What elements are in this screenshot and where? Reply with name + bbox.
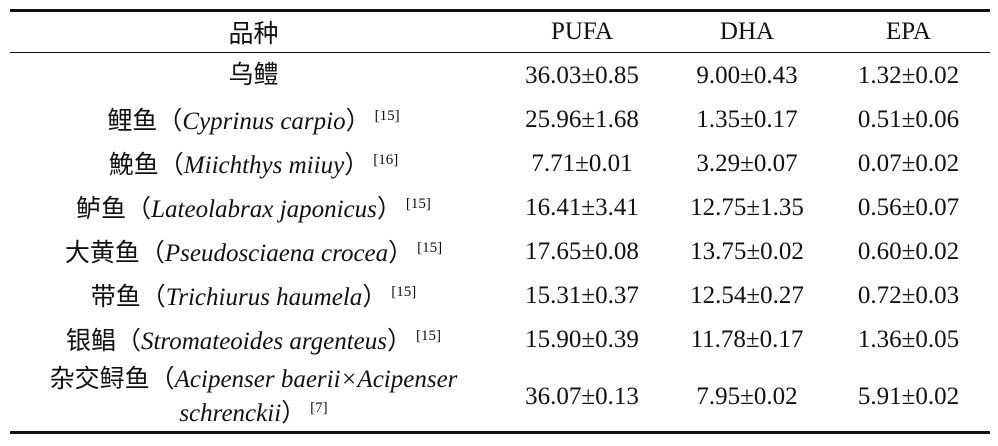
species-cell: 乌鳢 bbox=[10, 53, 497, 98]
species-cell: 鮸鱼（Miichthys miiuy） [16] bbox=[10, 141, 497, 185]
species-cell: 带鱼（Trichiurus haumela） [15] bbox=[10, 273, 497, 317]
value-cell: 12.75±1.35 bbox=[690, 193, 804, 221]
value-cell: 7.71±0.01 bbox=[531, 149, 633, 177]
header-cell: EPA bbox=[827, 10, 990, 53]
reference: [15] bbox=[417, 240, 443, 256]
paren: ） bbox=[345, 108, 371, 135]
reference: [16] bbox=[373, 152, 399, 168]
species-cell: 银鲳（Stromateoides argenteus） [15] bbox=[10, 317, 497, 361]
paren: ） bbox=[281, 399, 307, 427]
value-cell: 17.65±0.08 bbox=[525, 237, 639, 265]
species-name: 鲈鱼（ bbox=[76, 196, 152, 223]
value-cell: 15.90±0.39 bbox=[525, 325, 639, 353]
paren: ） bbox=[362, 284, 388, 311]
latin-name: Miichthys miiuy bbox=[183, 152, 345, 179]
latin-name: Trichiurus haumela bbox=[165, 284, 363, 311]
table-row: 鲤鱼（Cyprinus carpio） [15] 25.96±1.68 1.35±0.… bbox=[10, 97, 990, 141]
header-cell: 品种 bbox=[10, 10, 497, 53]
value-cell: 3.29±0.07 bbox=[696, 149, 798, 177]
value-cell: 16.41±3.41 bbox=[525, 193, 639, 221]
table-row: 大黄鱼（Pseudosciaena crocea） [15] 17.65±0.08 1… bbox=[10, 229, 990, 273]
reference: [15] bbox=[416, 328, 442, 344]
species-name: 带鱼（ bbox=[90, 284, 166, 311]
data-table: 品种 PUFA DHA EPA 乌鳢 36.03±0.85 9.00±0.43 1.32±0… bbox=[10, 9, 990, 434]
species-cell: 杂交鲟鱼（Acipenser baerii×Acipenser schrenck… bbox=[10, 361, 497, 433]
paren: ） bbox=[387, 328, 413, 355]
value-cell: 1.32±0.02 bbox=[857, 61, 960, 89]
value-cell: 0.51±0.06 bbox=[857, 105, 960, 133]
table-row: 鲈鱼（Lateolabrax japonicus） [15] 16.41±3.41 1… bbox=[10, 185, 990, 229]
value-cell: 0.56±0.07 bbox=[857, 193, 960, 221]
value-cell: 1.36±0.05 bbox=[857, 325, 960, 353]
latin-name: Pseudosciaena crocea bbox=[164, 240, 389, 267]
header-cell: PUFA bbox=[497, 10, 667, 53]
value-cell: 11.78±0.17 bbox=[690, 325, 804, 353]
reference: [15] bbox=[405, 196, 431, 212]
header-row: 品种 PUFA DHA EPA bbox=[10, 10, 990, 53]
reference: [15] bbox=[374, 108, 400, 124]
species-name: 银鲳（ bbox=[65, 328, 141, 355]
header-cell: DHA bbox=[667, 10, 827, 53]
species-cell: 鲤鱼（Cyprinus carpio） [15] bbox=[10, 97, 497, 141]
value-cell: 0.72±0.03 bbox=[857, 281, 960, 309]
paren: ） bbox=[388, 240, 414, 267]
reference: [7] bbox=[310, 399, 328, 416]
paren: ） bbox=[344, 152, 370, 179]
species-name: 鮸鱼（ bbox=[108, 152, 184, 179]
value-cell: 5.91±0.02 bbox=[857, 382, 960, 410]
latin-name: Stromateoides argenteus bbox=[140, 328, 388, 355]
latin-name: Lateolabrax japonicus bbox=[151, 196, 377, 223]
species-name: 杂交鲟鱼（ bbox=[49, 365, 175, 393]
value-cell: 0.07±0.02 bbox=[857, 149, 960, 177]
latin-name: Acipenser baerii×Acipenser schrenckii bbox=[174, 365, 458, 427]
value-cell: 12.54±0.27 bbox=[690, 281, 804, 309]
species-cell: 鲈鱼（Lateolabrax japonicus） [15] bbox=[10, 185, 497, 229]
value-cell: 13.75±0.02 bbox=[690, 237, 804, 265]
table-row: 银鲳（Stromateoides argenteus） [15] 15.90±0.3… bbox=[10, 317, 990, 361]
species-name: 乌鳢 bbox=[228, 61, 279, 89]
value-cell: 7.95±0.02 bbox=[696, 382, 798, 410]
table-row: 乌鳢 36.03±0.85 9.00±0.43 1.32±0.02 bbox=[10, 53, 990, 98]
species-name: 大黄鱼（ bbox=[64, 240, 165, 267]
latin-name: Cyprinus carpio bbox=[182, 108, 346, 135]
table-row: 鮸鱼（Miichthys miiuy） [16] 7.71±0.01 3.29±0.0… bbox=[10, 141, 990, 185]
value-cell: 9.00±0.43 bbox=[696, 61, 798, 89]
value-cell: 25.96±1.68 bbox=[525, 105, 639, 133]
reference: [15] bbox=[391, 284, 417, 300]
table-body: 乌鳢 36.03±0.85 9.00±0.43 1.32±0.02 鲤鱼（Cyprinu… bbox=[10, 53, 990, 433]
table-row: 带鱼（Trichiurus haumela） [15] 15.31±0.37 12.5… bbox=[10, 273, 990, 317]
value-cell: 1.35±0.17 bbox=[696, 105, 798, 133]
value-cell: 15.31±0.37 bbox=[525, 281, 639, 309]
paren: ） bbox=[376, 196, 402, 223]
table-row: 杂交鲟鱼（Acipenser baerii×Acipenser schrenck… bbox=[10, 361, 990, 433]
value-cell: 0.60±0.02 bbox=[857, 237, 960, 265]
species-name: 鲤鱼（ bbox=[107, 108, 183, 135]
species-cell: 大黄鱼（Pseudosciaena crocea） [15] bbox=[10, 229, 497, 273]
value-cell: 36.07±0.13 bbox=[525, 382, 639, 410]
value-cell: 36.03±0.85 bbox=[525, 61, 639, 89]
